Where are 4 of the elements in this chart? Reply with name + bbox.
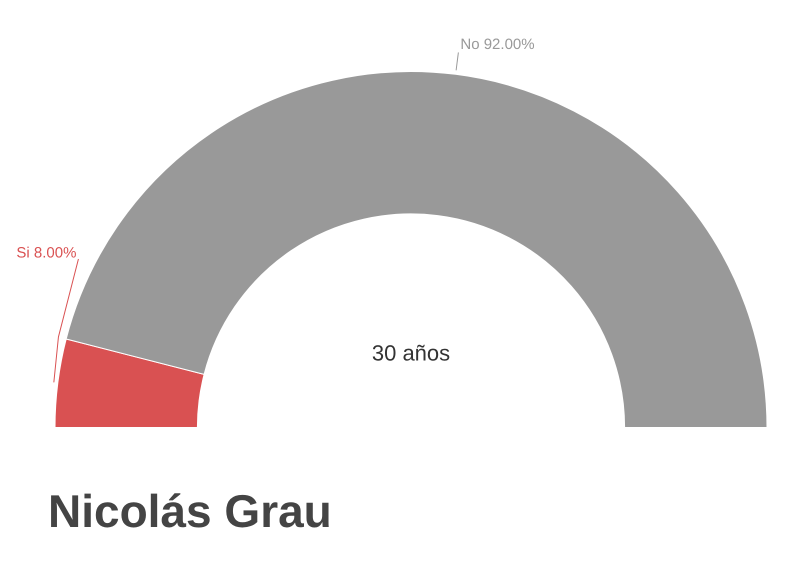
slice-label: No 92.00% <box>460 36 535 54</box>
text: 30 años <box>372 340 450 366</box>
slice-label: Si 8.00% <box>16 244 76 262</box>
text: Nicolás Grau <box>48 485 332 537</box>
